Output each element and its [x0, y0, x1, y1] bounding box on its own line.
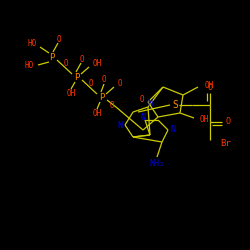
- Text: P: P: [99, 92, 105, 102]
- Text: OH: OH: [93, 60, 102, 68]
- Text: P: P: [49, 52, 55, 62]
- Text: O: O: [110, 102, 114, 110]
- Text: O: O: [102, 76, 106, 84]
- Text: O: O: [140, 94, 144, 104]
- Text: OH: OH: [92, 108, 102, 118]
- Text: OH: OH: [205, 80, 214, 90]
- Text: N: N: [148, 98, 152, 108]
- Text: S: S: [172, 100, 178, 110]
- Text: O: O: [208, 82, 212, 92]
- Text: N: N: [118, 120, 122, 130]
- Text: O: O: [64, 60, 68, 68]
- Text: O: O: [118, 80, 122, 88]
- Text: Br: Br: [220, 138, 231, 147]
- Text: OH: OH: [200, 114, 209, 124]
- Text: O: O: [80, 56, 84, 64]
- Text: O: O: [57, 36, 61, 44]
- Text: HO: HO: [28, 40, 37, 48]
- Text: N: N: [140, 114, 145, 122]
- Text: O: O: [226, 118, 230, 126]
- Text: N: N: [170, 126, 175, 134]
- Text: P: P: [74, 72, 80, 82]
- Text: HO: HO: [25, 62, 34, 70]
- Text: O: O: [89, 80, 93, 88]
- Text: NH₂: NH₂: [150, 160, 164, 168]
- Text: OH: OH: [66, 88, 76, 98]
